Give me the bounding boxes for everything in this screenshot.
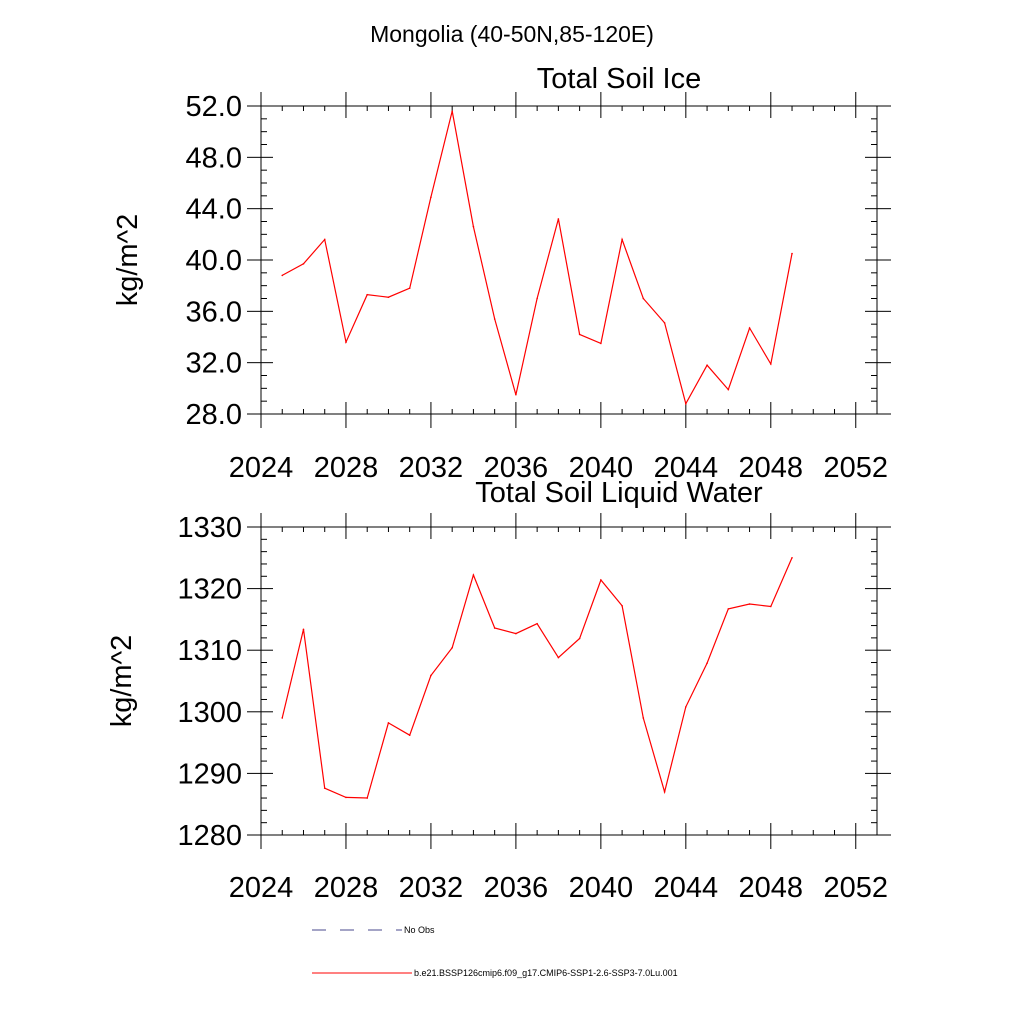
data-point [472, 574, 475, 576]
data-point [345, 341, 347, 343]
data-point [302, 628, 305, 631]
data-point [706, 364, 708, 367]
data-point [515, 632, 517, 635]
x-tick-label: 2036 [484, 872, 549, 904]
data-point [685, 706, 687, 708]
data-point [281, 274, 284, 277]
plots-area: Total Soil Ice kg/m^2 2024 2028 2032 2036 2040… [106, 63, 891, 904]
data-point [727, 388, 730, 391]
data-point [685, 402, 687, 405]
data-point [451, 646, 453, 649]
data-point [642, 297, 645, 300]
y-tick-label: 1330 [177, 512, 242, 544]
chart-2: Total Soil Liquid Water kg/m^2 2024 2028 203… [106, 477, 891, 904]
x-tick-label: 2036 [484, 452, 549, 484]
data-point [408, 734, 411, 737]
y-tick-label: 28.0 [186, 399, 242, 431]
data-point [600, 342, 602, 345]
chart-1: Total Soil Ice kg/m^2 2024 2028 2032 2036 2040… [112, 63, 891, 484]
y-tick-label: 1290 [177, 758, 242, 790]
data-point [621, 605, 623, 607]
data-point [408, 287, 411, 290]
y-tick-label: 36.0 [186, 296, 242, 328]
data-point [642, 717, 645, 719]
y-tick-label: 52.0 [186, 91, 242, 123]
plot-frame [260, 526, 878, 836]
legend-label-no-obs: No Obs [404, 925, 435, 935]
x-tick-label: 2052 [824, 872, 889, 904]
data-point [387, 296, 390, 299]
x-tick-label: 2032 [399, 452, 464, 484]
y-axis-label: kg/m^2 [106, 635, 138, 728]
data-point [769, 363, 772, 365]
y-tick-label: 1280 [177, 820, 242, 852]
y-tick-label: 40.0 [186, 245, 242, 277]
data-point [493, 318, 496, 320]
data-point [515, 393, 517, 396]
data-point [769, 605, 772, 608]
y-tick-label: 1310 [177, 635, 242, 667]
x-tick-label: 2032 [399, 872, 464, 904]
series-line [281, 557, 793, 799]
data-point [302, 263, 305, 265]
x-tick-label: 2040 [569, 452, 634, 484]
data-point [493, 627, 496, 629]
x-tick-label: 2024 [229, 452, 294, 484]
x-tick-label: 2028 [314, 452, 379, 484]
y-tick-label: 32.0 [186, 348, 242, 380]
x-tick-label: 2052 [824, 452, 889, 484]
x-tick-label: 2040 [569, 872, 634, 904]
data-point [387, 722, 390, 724]
page-title: Mongolia (40-50N,85-120E) [370, 21, 654, 47]
y-tick-label: 1300 [177, 697, 242, 729]
x-tick-label: 2024 [229, 872, 294, 904]
y-tick-label: 1320 [177, 574, 242, 606]
data-point [791, 252, 793, 255]
data-point [366, 797, 369, 799]
data-point [451, 110, 453, 112]
data-point [706, 662, 708, 664]
y-tick-label: 48.0 [186, 142, 242, 174]
data-point [748, 327, 751, 329]
x-tick-label: 2048 [739, 452, 804, 484]
series-line [281, 110, 793, 406]
data-point [557, 218, 560, 220]
legend-label-model: b.e21.BSSP126cmip6.f09_g17.CMIP6-SSP1-2.… [414, 968, 678, 978]
legend: No Obs b.e21.BSSP126cmip6.f09_g17.CMIP6-… [312, 925, 678, 978]
data-point [557, 656, 560, 659]
x-tick-label: 2048 [739, 872, 804, 904]
x-tick-label: 2028 [314, 872, 379, 904]
plot-frame [260, 105, 878, 415]
data-point [366, 293, 369, 296]
y-axis-label: kg/m^2 [112, 214, 144, 307]
data-point [472, 225, 475, 228]
data-point [323, 787, 326, 789]
data-point [536, 622, 538, 625]
data-point [621, 238, 623, 241]
data-point [748, 603, 751, 605]
data-point [578, 637, 581, 640]
data-point [430, 674, 432, 677]
data-point [600, 579, 602, 581]
data-point [727, 608, 730, 610]
data-point [536, 297, 538, 300]
chart-title: Total Soil Ice [537, 63, 701, 95]
data-point [578, 333, 581, 336]
data-point [345, 796, 347, 799]
data-point [430, 196, 432, 198]
x-tick-label: 2044 [654, 872, 719, 904]
data-point [791, 557, 793, 559]
data-point [663, 791, 666, 793]
y-tick-label: 44.0 [186, 194, 242, 226]
data-point [323, 238, 326, 241]
chart-title: Total Soil Liquid Water [475, 477, 763, 509]
data-point [663, 322, 666, 324]
data-point [281, 717, 284, 719]
x-tick-label: 2044 [654, 452, 719, 484]
